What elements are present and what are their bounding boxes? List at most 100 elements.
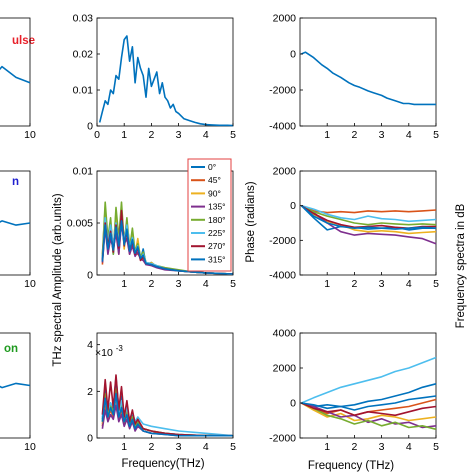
y-tick-label: 0.01	[73, 85, 94, 97]
x-tick-label: 1	[324, 129, 330, 141]
x-tick-label: 5	[230, 278, 236, 290]
axes-box	[299, 17, 437, 127]
legend-label: 180°	[208, 215, 226, 225]
y-tick-label: 2000	[273, 363, 297, 375]
x-tick-label: 5	[433, 129, 439, 141]
x-tick-label: 2	[148, 129, 154, 141]
legend-label: 45°	[208, 175, 221, 185]
x-tick-label: 1	[121, 129, 127, 141]
x-tick-label: 3	[176, 278, 182, 290]
series-line-4	[301, 402, 437, 431]
series-line-0	[301, 51, 436, 106]
y-axis-label-amplitude: THz spectral Amplitude (arb.units)	[52, 193, 64, 366]
x-tick-label: 5	[230, 441, 236, 453]
y-tick-label: 2000	[273, 13, 297, 25]
series-line-7	[301, 395, 437, 411]
panel-right-middle: 1 2 3 4 5 -4000 -2000 0 2000	[269, 166, 439, 291]
series-line-6	[101, 374, 233, 437]
series-line-5	[301, 356, 437, 404]
x-axis-label-right: Frequency (THz)	[308, 460, 394, 472]
panel-right-bottom: 1 2 3 4 5 -2000 0 2000 4000	[269, 328, 439, 454]
legend-box	[187, 158, 232, 272]
exponent-power: -3	[116, 344, 124, 353]
y-tick-label: 0	[290, 200, 296, 212]
x-tick-label: 2	[148, 441, 154, 453]
y-tick-label: -4000	[269, 270, 296, 282]
series-line-7	[300, 205, 437, 230]
series-line-0	[0, 382, 31, 389]
y-axis-label-db: Frequency spectra in dB	[455, 203, 467, 328]
x-tick-label: 5	[433, 278, 439, 290]
label-n: n	[12, 176, 19, 188]
y-axis-label-phase: Phase (radians)	[245, 181, 257, 262]
series-line-0	[98, 35, 234, 127]
y-tick-label: 0	[87, 433, 93, 445]
panel-middle-top: 0 1 2 3 4 5 0 0.01 0.02 0.03	[73, 13, 237, 142]
x-tick-label: 4	[406, 129, 412, 141]
y-tick-label: -2000	[269, 85, 296, 97]
x-tick-label: 4	[203, 441, 209, 453]
exponent-base: ×10	[95, 347, 113, 359]
axes-box	[299, 170, 437, 276]
y-tick-label: 0	[290, 49, 296, 61]
y-tick-label: 0	[87, 270, 93, 282]
x-tick-label: 3	[379, 129, 385, 141]
series-line-4	[301, 204, 437, 226]
y-tick-label: 0	[290, 398, 296, 410]
x-tick-label: 2	[351, 278, 357, 290]
panel-middle-bottom: 1 2 3 4 5 0 2 4	[87, 332, 236, 453]
x-tick-label: 2	[148, 278, 154, 290]
x-tick-label: 1	[121, 278, 127, 290]
x-tick-label: 1	[324, 278, 330, 290]
series-line-6	[301, 402, 437, 417]
x-tick-label: 3	[176, 129, 182, 141]
axes-box	[0, 17, 31, 127]
legend-label: 270°	[208, 241, 226, 251]
y-tick-label: 0.005	[67, 218, 93, 230]
panel-right-top: 1 2 3 4 5 -4000 -2000 0 2000	[269, 13, 439, 142]
legend-label: 0°	[208, 162, 216, 172]
x-tick-label: 3	[176, 441, 182, 453]
exponent-label: ×10 -3	[95, 344, 123, 359]
panel-left-top: 10	[0, 17, 36, 141]
x-tick-label: 4	[203, 278, 209, 290]
y-tick-label: -4000	[269, 121, 296, 133]
y-tick-label: 0.02	[73, 49, 94, 61]
x-tick-label: 4	[406, 441, 412, 453]
axes-box	[96, 332, 234, 439]
panel-middle-middle: 1 2 3 4 5 0 0.005 0.01	[67, 166, 236, 291]
y-tick-label: 0.01	[73, 166, 94, 178]
x-tick-label: 2	[351, 129, 357, 141]
y-tick-label: 2000	[273, 166, 297, 178]
x-axis-label-middle: Frequency(THz)	[121, 458, 204, 470]
y-tick-label: -2000	[269, 433, 296, 445]
x-tick-label: 1	[324, 441, 330, 453]
y-tick-label: 4	[87, 339, 93, 351]
legend-label: 135°	[208, 202, 226, 212]
y-tick-label: 2	[87, 386, 93, 398]
x-tick-label: 4	[406, 278, 412, 290]
series-line-2	[301, 402, 437, 422]
y-tick-label: 0.03	[73, 13, 94, 25]
x-tick-label: 4	[203, 129, 209, 141]
legend: 0° 45° 90° 135° 180° 225° 270° 315°	[187, 158, 232, 272]
legend-label: 90°	[208, 188, 221, 198]
legend-label: 225°	[208, 228, 226, 238]
series-line-0	[0, 65, 31, 84]
series-line-0	[300, 205, 436, 231]
x-tick-label: 10	[24, 441, 36, 453]
series-line-3	[301, 205, 437, 245]
x-tick-label: 5	[433, 441, 439, 453]
axes-box	[96, 17, 234, 127]
series-line-5	[301, 204, 437, 223]
y-tick-label: 0	[87, 121, 93, 133]
y-tick-label: -2000	[269, 235, 296, 247]
x-tick-label: 3	[379, 278, 385, 290]
panel-left-bottom: 10	[0, 332, 36, 453]
x-tick-label: 1	[121, 441, 127, 453]
axes-box	[299, 332, 437, 439]
series-line-0	[0, 220, 31, 226]
x-tick-label: 10	[24, 278, 36, 290]
